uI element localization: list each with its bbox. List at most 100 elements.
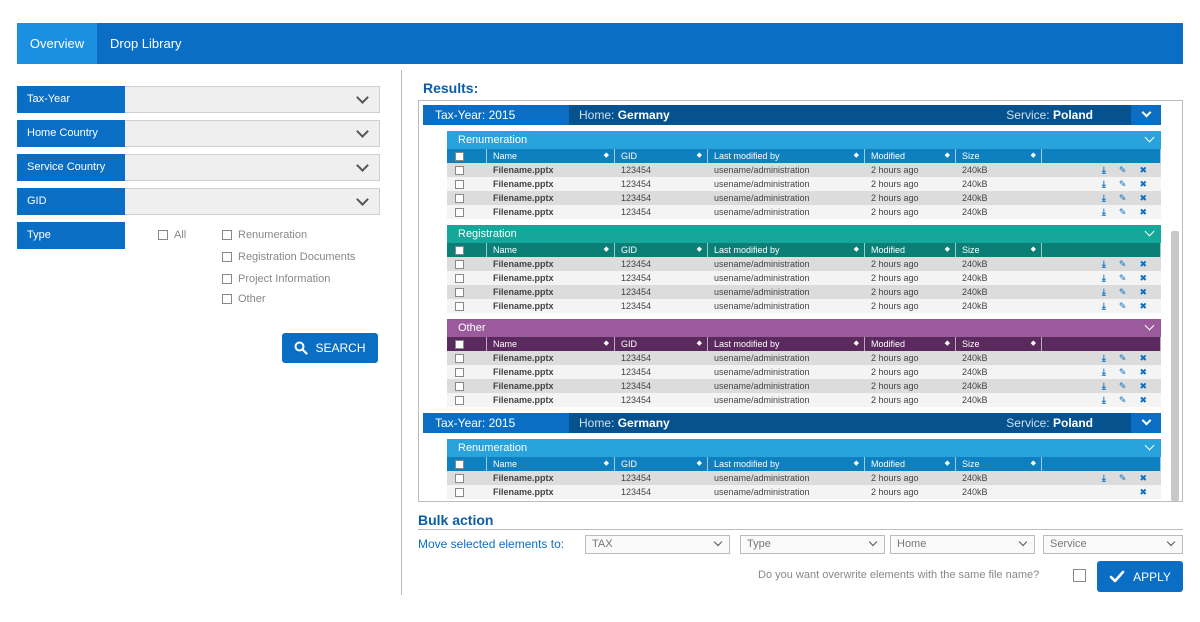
column-header[interactable]: Size ◆ [956, 337, 1042, 351]
search-button[interactable]: SEARCH [282, 333, 378, 363]
type-option-other[interactable]: Other [222, 293, 266, 305]
edit-icon[interactable]: ✎ [1118, 395, 1127, 405]
delete-icon[interactable]: ✖ [1139, 301, 1147, 311]
table-row[interactable]: Filename.pptx 123454 usename/administratio… [447, 393, 1161, 407]
table-row[interactable]: Filename.pptx 123454 usename/administratio… [447, 177, 1161, 191]
delete-icon[interactable]: ✖ [1139, 287, 1147, 297]
delete-icon[interactable]: ✖ [1139, 367, 1147, 377]
row-checkbox[interactable] [455, 194, 464, 204]
column-header[interactable]: Modified ◆ [865, 243, 956, 257]
table-row[interactable]: Filename.pptx 123454 usename/administratio… [447, 379, 1161, 393]
delete-icon[interactable]: ✖ [1139, 193, 1147, 203]
edit-icon[interactable]: ✎ [1118, 287, 1127, 297]
collapse-toggle[interactable] [1131, 105, 1161, 125]
column-header[interactable]: Name ◆ [487, 243, 615, 257]
table-row[interactable]: Filename.pptx 123454 usename/administratio… [447, 271, 1161, 285]
service-country-filter[interactable]: Service Country [17, 154, 380, 181]
column-header[interactable]: Modified ◆ [865, 149, 956, 163]
select-all-checkbox[interactable] [455, 246, 464, 256]
table-row[interactable]: Filename.pptx 123454 usename/administratio… [447, 257, 1161, 271]
delete-icon[interactable]: ✖ [1139, 273, 1147, 283]
tab-overview[interactable]: Overview [17, 23, 97, 64]
column-header[interactable]: Modified ◆ [865, 337, 956, 351]
checkbox[interactable] [222, 230, 232, 240]
tax-year-header[interactable]: Tax-Year: 2015 Home: Germany Service: Pola… [423, 105, 1161, 125]
tax-year-select[interactable] [125, 86, 380, 113]
column-header[interactable]: Last modified by ◆ [708, 243, 865, 257]
row-checkbox[interactable] [455, 288, 464, 298]
delete-icon[interactable]: ✖ [1139, 207, 1147, 217]
row-checkbox[interactable] [455, 368, 464, 378]
download-icon[interactable]: ⤓ [1101, 367, 1106, 377]
row-checkbox[interactable] [455, 274, 464, 284]
row-checkbox[interactable] [455, 474, 464, 484]
column-header[interactable]: Name ◆ [487, 149, 615, 163]
row-checkbox[interactable] [455, 354, 464, 364]
download-icon[interactable]: ⤓ [1101, 207, 1106, 217]
group-header[interactable]: Registration [447, 225, 1161, 243]
edit-icon[interactable]: ✎ [1118, 381, 1127, 391]
table-row[interactable]: Filename.pptx 123454 usename/administratio… [447, 163, 1161, 177]
select-all-checkbox[interactable] [455, 340, 464, 350]
delete-icon[interactable]: ✖ [1139, 179, 1147, 189]
column-header[interactable]: Size ◆ [956, 457, 1042, 471]
overwrite-checkbox[interactable] [1073, 569, 1086, 582]
scrollbar-track[interactable] [1171, 231, 1179, 501]
checkbox[interactable] [222, 274, 232, 284]
delete-icon[interactable]: ✖ [1139, 395, 1147, 405]
column-header[interactable]: Modified ◆ [865, 457, 956, 471]
download-icon[interactable]: ⤓ [1101, 193, 1106, 203]
row-checkbox[interactable] [455, 396, 464, 406]
type-option-all[interactable]: All [158, 229, 186, 241]
row-checkbox[interactable] [455, 260, 464, 270]
edit-icon[interactable]: ✎ [1118, 473, 1127, 483]
home-country-filter[interactable]: Home Country [17, 120, 380, 147]
service-country-select[interactable] [125, 154, 380, 181]
edit-icon[interactable]: ✎ [1118, 193, 1127, 203]
column-header[interactable]: GID ◆ [615, 243, 708, 257]
home-country-select[interactable] [125, 120, 380, 147]
row-checkbox[interactable] [455, 180, 464, 190]
bulk-type-select[interactable]: Type [740, 535, 885, 554]
edit-icon[interactable]: ✎ [1118, 259, 1127, 269]
tab-drop-library[interactable]: Drop Library [110, 36, 182, 51]
download-icon[interactable]: ⤓ [1101, 473, 1106, 483]
group-header[interactable]: Renumeration [447, 439, 1161, 457]
row-checkbox[interactable] [455, 208, 464, 218]
group-header[interactable]: Renumeration [447, 131, 1161, 149]
column-header[interactable]: Name ◆ [487, 457, 615, 471]
collapse-toggle[interactable] [1131, 413, 1161, 433]
table-row[interactable]: Filename.pptx 123454 usename/administratio… [447, 351, 1161, 365]
apply-button[interactable]: APPLY [1097, 561, 1183, 592]
checkbox[interactable] [222, 294, 232, 304]
results-panel[interactable]: Tax-Year: 2015 Home: Germany Service: Pola… [418, 100, 1183, 502]
table-row[interactable]: Filename.pptx 123454 usename/administratio… [447, 285, 1161, 299]
download-icon[interactable]: ⤓ [1101, 165, 1106, 175]
tax-year-header[interactable]: Tax-Year: 2015 Home: Germany Service: Pola… [423, 413, 1161, 433]
column-header[interactable]: Last modified by ◆ [708, 337, 865, 351]
table-row[interactable]: Filename.pptx 123454 usename/administratio… [447, 485, 1161, 499]
select-all-checkbox[interactable] [455, 460, 464, 470]
download-icon[interactable]: ⤓ [1101, 259, 1106, 269]
download-icon[interactable]: ⤓ [1101, 179, 1106, 189]
delete-icon[interactable]: ✖ [1139, 473, 1147, 483]
delete-icon[interactable]: ✖ [1139, 353, 1147, 363]
table-row[interactable]: Filename.pptx 123454 usename/administratio… [447, 299, 1161, 313]
checkbox[interactable] [222, 252, 232, 262]
table-row[interactable]: Filename.pptx 123454 usename/administratio… [447, 471, 1161, 485]
edit-icon[interactable]: ✎ [1118, 273, 1127, 283]
column-header[interactable]: GID ◆ [615, 457, 708, 471]
edit-icon[interactable]: ✎ [1118, 179, 1127, 189]
table-row[interactable]: Filename.pptx 123454 usename/administratio… [447, 365, 1161, 379]
column-header[interactable]: GID ◆ [615, 337, 708, 351]
gid-select[interactable] [125, 188, 380, 215]
download-icon[interactable]: ⤓ [1101, 287, 1106, 297]
type-option-project-information[interactable]: Project Information [222, 273, 330, 285]
download-icon[interactable]: ⤓ [1101, 273, 1106, 283]
delete-icon[interactable]: ✖ [1139, 487, 1147, 497]
download-icon[interactable]: ⤓ [1101, 381, 1106, 391]
type-option-renumeration[interactable]: Renumeration [222, 229, 307, 241]
checkbox[interactable] [158, 230, 168, 240]
download-icon[interactable]: ⤓ [1101, 301, 1106, 311]
bulk-service-select[interactable]: Service [1043, 535, 1183, 554]
